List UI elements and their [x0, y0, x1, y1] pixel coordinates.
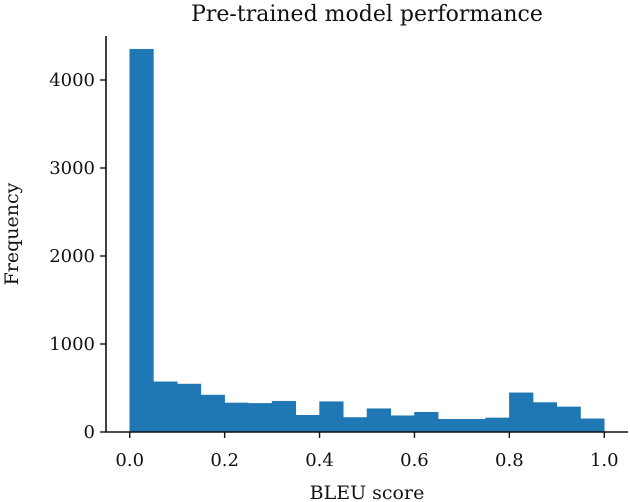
x-axis-label: BLEU score [310, 482, 425, 502]
histogram-bar [485, 417, 510, 433]
histogram-bar [153, 381, 178, 433]
histogram-bar [271, 400, 297, 433]
histogram-bar [437, 418, 463, 433]
y-axis-label: Frequency [1, 182, 23, 285]
histogram-bar [556, 406, 581, 433]
x-ticks-group: 0.0 0.2 0.4 0.6 0.8 1.0 [115, 432, 619, 471]
histogram-bar [295, 415, 320, 433]
histogram-bar [200, 394, 225, 433]
y-tick-label: 2000 [49, 246, 95, 267]
bars-group [129, 48, 605, 433]
x-tick-label: 0.6 [400, 450, 429, 471]
histogram-bar [461, 418, 486, 433]
histogram-bar [509, 392, 534, 433]
x-tick-label: 0.4 [305, 450, 334, 471]
y-tick-label: 0 [84, 422, 95, 443]
x-tick-label: 0.0 [115, 450, 144, 471]
histogram-bar [532, 402, 558, 433]
x-tick-label: 0.2 [210, 450, 239, 471]
y-tick-label: 1000 [49, 334, 95, 355]
histogram-bar [176, 383, 202, 433]
histogram-bar [390, 415, 415, 433]
chart-title: Pre-trained model performance [191, 2, 543, 27]
histogram-bar [414, 411, 439, 433]
histogram-bar [129, 48, 154, 433]
histogram-bar [319, 401, 344, 433]
y-ticks-group: 0 1000 2000 3000 4000 [49, 70, 106, 443]
histogram-bar [366, 408, 391, 433]
histogram-bar [248, 403, 273, 433]
histogram-bar [580, 418, 605, 433]
x-tick-label: 0.8 [495, 450, 524, 471]
y-tick-label: 3000 [49, 158, 95, 179]
x-tick-label: 1.0 [590, 450, 619, 471]
y-tick-label: 4000 [49, 70, 95, 91]
histogram-bar [224, 402, 249, 433]
histogram-bar [343, 417, 368, 433]
